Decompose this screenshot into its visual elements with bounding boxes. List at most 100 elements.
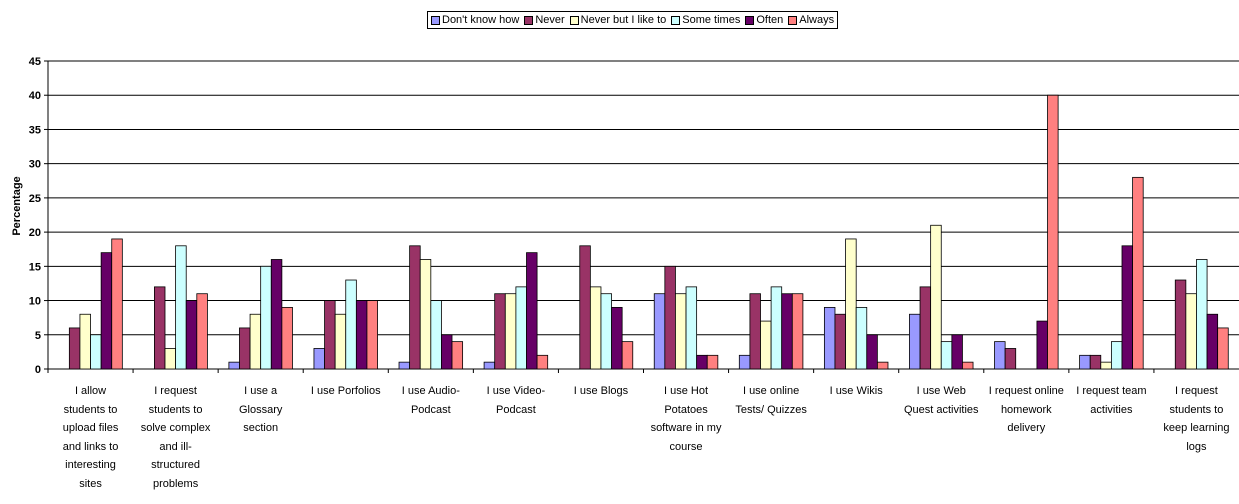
bar — [962, 362, 973, 369]
bar — [80, 314, 91, 369]
x-category-label: I request online homework delivery — [986, 382, 1066, 438]
bar — [239, 328, 250, 369]
bar — [1101, 362, 1112, 369]
bar — [69, 328, 80, 369]
bar — [186, 301, 197, 369]
x-category-label-line: interesting — [51, 456, 131, 475]
bar — [261, 266, 272, 369]
x-category-label-line: Glossary — [221, 401, 301, 420]
x-category-label: I request students to solve complex and ill… — [136, 382, 216, 493]
bar — [1207, 314, 1218, 369]
bar — [441, 335, 452, 369]
x-category-label-line: software in my — [646, 419, 726, 438]
bar — [420, 259, 431, 369]
bar — [526, 253, 537, 369]
x-category-label: I use Porfolios — [306, 382, 386, 401]
x-category-label-line: and ill- — [136, 438, 216, 457]
bar — [537, 355, 548, 369]
bar — [654, 294, 665, 369]
legend-label: Don't know how — [442, 14, 519, 26]
x-category-label-line: I request — [136, 382, 216, 401]
bar — [197, 294, 208, 369]
x-category-label-line: Tests/ Quizzes — [731, 401, 811, 420]
bar — [771, 287, 782, 369]
y-tick-label: 45 — [29, 56, 41, 68]
x-category-label-line: I use Hot — [646, 382, 726, 401]
legend-item: Often — [745, 14, 783, 26]
bar — [484, 362, 495, 369]
legend-swatch — [431, 16, 440, 25]
x-category-label-line: I use Video- — [476, 382, 556, 401]
bar — [856, 307, 867, 369]
bar — [516, 287, 527, 369]
x-category-label-line: I use online — [731, 382, 811, 401]
legend-label: Never — [535, 14, 564, 26]
bar — [282, 307, 293, 369]
bar — [792, 294, 803, 369]
x-category-label-line: solve complex — [136, 419, 216, 438]
x-category-label-line: delivery — [986, 419, 1066, 438]
legend-swatch — [671, 16, 680, 25]
x-category-label: I use Wikis — [816, 382, 896, 401]
bar — [325, 301, 336, 369]
y-tick-label: 15 — [29, 261, 41, 273]
x-category-label-line: homework — [986, 401, 1066, 420]
x-category-label-line: I request team — [1071, 382, 1151, 401]
legend-swatch — [745, 16, 754, 25]
x-category-label-line: I use Audio- — [391, 382, 471, 401]
bar — [867, 335, 878, 369]
x-category-label-line: Podcast — [476, 401, 556, 420]
x-category-label-line: Quest activities — [901, 401, 981, 420]
bar — [356, 301, 367, 369]
bar — [1122, 246, 1133, 369]
chart-legend: Don't know how Never Never but I like to So… — [427, 11, 838, 29]
bar — [1090, 355, 1101, 369]
bar — [952, 335, 963, 369]
legend-item: Never — [524, 14, 564, 26]
bar — [505, 294, 516, 369]
bar — [431, 301, 442, 369]
bar — [1048, 95, 1059, 369]
x-category-label-line: I use a — [221, 382, 301, 401]
bar — [941, 342, 952, 369]
x-category-label: I use Audio- Podcast — [391, 382, 471, 419]
legend-item: Some times — [671, 14, 740, 26]
bar — [176, 246, 187, 369]
bar — [101, 253, 112, 369]
bar — [1005, 348, 1016, 369]
bar — [1080, 355, 1091, 369]
x-category-label-line: I use Porfolios — [306, 382, 386, 401]
bar — [835, 314, 846, 369]
x-category-label: I use Web Quest activities — [901, 382, 981, 419]
bar — [601, 294, 612, 369]
x-category-label-line: I use Blogs — [561, 382, 641, 401]
x-category-label-line: course — [646, 438, 726, 457]
bar — [367, 301, 378, 369]
y-tick-label: 40 — [29, 90, 41, 102]
bar — [1196, 259, 1207, 369]
x-category-label-line: upload files — [51, 419, 131, 438]
bar — [920, 287, 931, 369]
y-tick-label: 30 — [29, 159, 41, 171]
bar — [1111, 342, 1122, 369]
x-category-label: I use Blogs — [561, 382, 641, 401]
y-tick-label: 0 — [35, 364, 41, 376]
y-axis-label: Percentage — [11, 176, 23, 236]
bar — [229, 362, 240, 369]
bar — [1037, 321, 1048, 369]
bar — [346, 280, 357, 369]
x-category-label: I request team activities — [1071, 382, 1151, 419]
bar — [112, 239, 123, 369]
y-tick-label: 5 — [35, 330, 41, 342]
bar — [846, 239, 857, 369]
bar — [612, 307, 623, 369]
bar — [335, 314, 346, 369]
bar — [697, 355, 708, 369]
x-category-label: I use a Glossary section — [221, 382, 301, 438]
bar — [580, 246, 591, 369]
bar — [995, 342, 1006, 369]
legend-item: Never but I like to — [570, 14, 667, 26]
bar — [165, 348, 176, 369]
x-category-label: I use Hot Potatoes software in my course — [646, 382, 726, 456]
legend-item: Don't know how — [431, 14, 519, 26]
